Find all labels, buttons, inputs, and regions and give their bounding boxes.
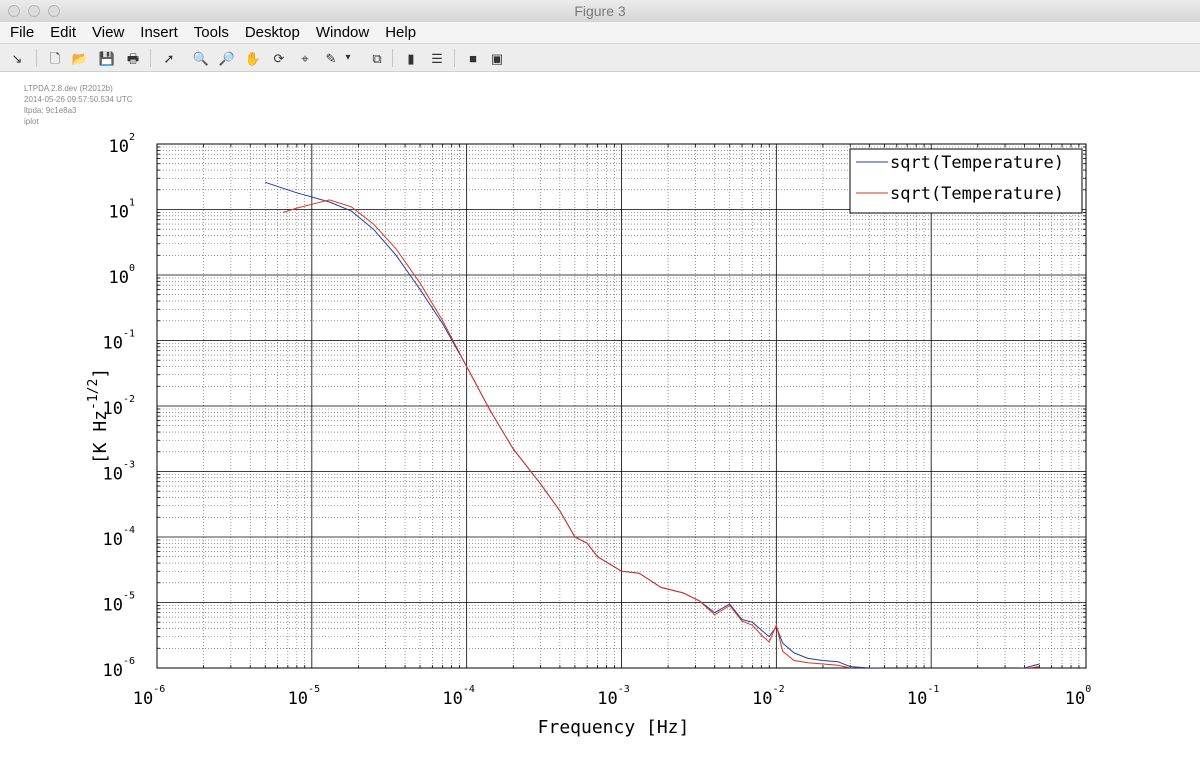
menu-window[interactable]: Window <box>315 24 370 41</box>
show-plot-tools-icon-glyph: ▣ <box>490 50 504 66</box>
brush-dropdown-icon[interactable]: ▾ <box>344 49 352 67</box>
series-line-2[interactable] <box>282 199 1040 670</box>
x-tick-label: 10-3 <box>597 684 630 709</box>
brush-dropdown-icon-glyph: ▾ <box>345 52 351 63</box>
x-tick-label: 10-6 <box>133 684 166 709</box>
y-tick-label: 10-3 <box>102 460 135 485</box>
data-cursor-icon-glyph: ⌖ <box>301 50 309 66</box>
toolbar-separator <box>454 49 455 67</box>
info-line: iplot <box>24 117 39 126</box>
plot-info-text: LTPDA 2.8.dev (R2012b) 2014-05-26 09:57:… <box>24 83 133 127</box>
y-tick-label: 10-6 <box>102 656 135 681</box>
y-tick-label: 102 <box>108 132 135 157</box>
legend-box[interactable] <box>849 148 1083 214</box>
brush-icon-glyph: ✎ <box>325 50 337 66</box>
insert-colorbar-icon-glyph: ▮ <box>407 50 415 66</box>
figure-toolbar: ↘ 🗋 📂 💾 🖶 ➚ 🔍 🔎 ✋ ⟳ ⌖ ✎ ▾ ⧉ ▮ ☰ ■ ▣ <box>0 44 1200 72</box>
rotate-3d-icon-glyph: ⟳ <box>273 50 285 66</box>
x-tick-label: 10-2 <box>752 684 785 709</box>
insert-legend-icon-glyph: ☰ <box>431 50 443 66</box>
info-line: LTPDA 2.8.dev (R2012b) <box>24 84 113 93</box>
psd-plot[interactable]: 10-6 10-5 10-4 10-3 10-2 10-1 100 10-6 10-5 10-4 1… <box>0 72 1200 773</box>
print-icon-glyph: 🖶 <box>126 50 140 66</box>
x-tick-label: 10-5 <box>288 684 321 709</box>
toolbar-separator <box>36 49 37 67</box>
x-tick-label: 10-1 <box>907 684 940 709</box>
info-line: 2014-05-26 09:57:50.534 UTC <box>24 95 133 104</box>
edit-plot-pointer-icon-glyph: ➚ <box>163 50 175 66</box>
menu-help[interactable]: Help <box>385 24 417 41</box>
menu-file[interactable]: File <box>10 24 35 41</box>
pan-hand-icon[interactable]: ✋ <box>244 49 262 67</box>
toolbar-separator <box>392 49 393 67</box>
new-figure-icon-glyph: 🗋 <box>49 50 61 66</box>
toolbar-separator <box>150 49 151 67</box>
legend-entry-2: sqrt(Temperature) <box>890 184 1064 204</box>
zoom-out-icon-glyph: 🔎 <box>218 50 236 66</box>
menu-edit[interactable]: Edit <box>50 24 77 41</box>
window-title: Figure 3 <box>574 3 626 19</box>
info-line: ltpda: 9c1e8a3 <box>24 106 77 115</box>
save-icon-glyph: 💾 <box>98 50 116 66</box>
insert-colorbar-icon[interactable]: ▮ <box>402 49 420 67</box>
menu-insert[interactable]: Insert <box>140 24 178 41</box>
rotate-3d-icon[interactable]: ⟳ <box>270 49 288 67</box>
zoom-in-icon[interactable]: 🔍 <box>192 49 210 67</box>
menu-view[interactable]: View <box>92 24 125 41</box>
y-tick-label: 10-4 <box>102 525 135 550</box>
y-tick-label: 101 <box>108 198 135 223</box>
brush-icon[interactable]: ✎ <box>322 49 340 67</box>
minimize-window-icon[interactable] <box>28 5 40 17</box>
menu-desktop[interactable]: Desktop <box>244 24 300 41</box>
legend-entry-1: sqrt(Temperature) <box>890 153 1064 173</box>
open-file-icon-glyph: 📂 <box>71 50 89 66</box>
y-tick-label: 10-1 <box>102 329 135 354</box>
x-axis-label: Frequency [Hz] <box>538 717 690 738</box>
pan-hand-icon-glyph: ✋ <box>244 50 262 66</box>
show-plot-tools-icon[interactable]: ▣ <box>488 49 506 67</box>
y-axis-label: [K Hz-1/2] <box>86 368 111 464</box>
window-controls <box>8 5 60 17</box>
print-icon[interactable]: 🖶 <box>124 49 142 67</box>
save-icon[interactable]: 💾 <box>98 49 116 67</box>
data-cursor-icon[interactable]: ⌖ <box>296 49 314 67</box>
insert-legend-icon[interactable]: ☰ <box>428 49 446 67</box>
arrow-dock-icon[interactable]: ↘ <box>8 49 26 67</box>
zoom-in-icon-glyph: 🔍 <box>192 50 210 66</box>
y-tick-label: 10-2 <box>102 394 135 419</box>
zoom-window-icon[interactable] <box>48 5 60 17</box>
open-file-icon[interactable]: 📂 <box>71 49 89 67</box>
menu-bar: File Edit View Insert Tools Desktop Window Help <box>0 22 1200 44</box>
link-plot-icon[interactable]: ⧉ <box>368 49 386 67</box>
link-plot-icon-glyph: ⧉ <box>372 50 382 66</box>
x-tick-label: 100 <box>1065 684 1092 709</box>
new-figure-icon[interactable]: 🗋 <box>46 49 64 67</box>
window-titlebar: Figure 3 <box>0 0 1200 23</box>
zoom-out-icon[interactable]: 🔎 <box>218 49 236 67</box>
hide-plot-tools-icon[interactable]: ■ <box>464 49 482 67</box>
y-tick-label: 100 <box>108 263 135 288</box>
axes-frame <box>156 143 1087 669</box>
hide-plot-tools-icon-glyph: ■ <box>469 50 477 66</box>
arrow-dock-icon-glyph: ↘ <box>11 50 23 66</box>
close-window-icon[interactable] <box>8 5 20 17</box>
menu-tools[interactable]: Tools <box>193 24 229 41</box>
y-tick-label: 10-5 <box>102 591 135 616</box>
x-tick-label: 10-4 <box>442 684 475 709</box>
edit-plot-pointer-icon[interactable]: ➚ <box>160 49 178 67</box>
